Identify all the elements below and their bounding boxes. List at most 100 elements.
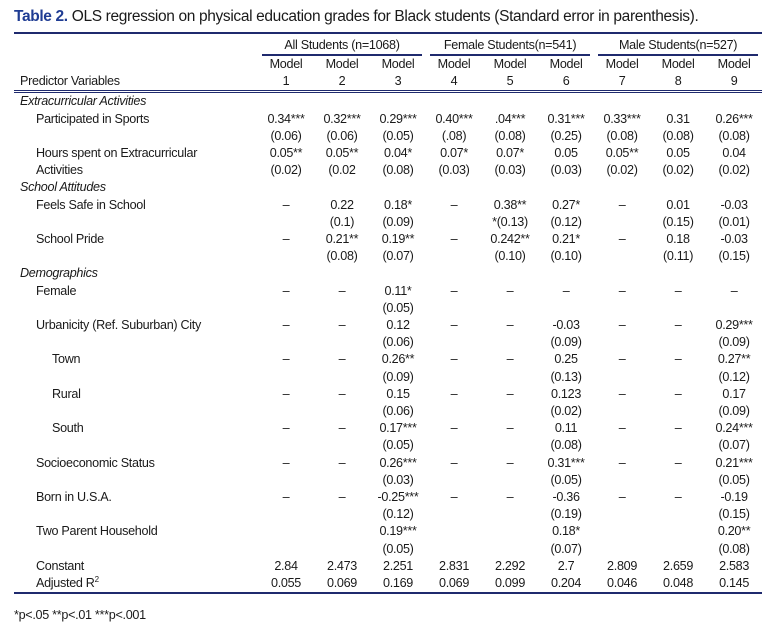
- cell-model-1: –: [282, 386, 290, 401]
- cell-model-1: [258, 472, 314, 489]
- cell-model-1: [258, 541, 314, 558]
- cell-model-3: (0.05): [382, 128, 414, 143]
- table-title: Table 2. OLS regression on physical educ…: [14, 8, 699, 26]
- row-label: [14, 128, 258, 145]
- cell-model-6: (0.02): [550, 404, 582, 419]
- cell-model-5: [482, 403, 538, 420]
- cell-model-2: 0.22: [330, 197, 354, 212]
- model-word: Model: [381, 57, 415, 71]
- section-label: Extracurricular Activities: [20, 94, 147, 109]
- cell-model-3: 0.11*: [384, 283, 412, 298]
- cell-model-1: –: [282, 421, 290, 436]
- cell-model-7: [594, 437, 650, 454]
- cell-model-7: –: [618, 352, 626, 367]
- cell-model-8: (0.15): [662, 214, 694, 229]
- cell-model-8: 0.01: [666, 197, 690, 212]
- cell-model-4: [426, 214, 482, 231]
- cell-model-2: 0.32***: [323, 111, 361, 126]
- row-label-text: Constant: [36, 558, 85, 573]
- cell-model-5: –: [506, 490, 514, 505]
- table-row: School Pride – 0.21** 0.19** – 0.242** 0.21* – 0…: [14, 231, 762, 248]
- cell-model-9: -0.19: [720, 490, 748, 505]
- cell-model-6: (0.25): [550, 128, 582, 143]
- row-label-text: Female: [36, 283, 77, 298]
- regression-table: All Students (n=1068) Female Students(n=…: [14, 36, 763, 594]
- cell-model-4: 0.069: [439, 576, 470, 591]
- row-label: [14, 369, 258, 386]
- cell-model-8: –: [674, 455, 682, 470]
- cell-model-3: (0.03): [382, 472, 414, 487]
- row-label: Adjusted R2: [14, 575, 258, 593]
- cell-model-7: (0.08): [606, 128, 638, 143]
- cell-model-1: –: [282, 490, 290, 505]
- cell-model-7: 2.809: [607, 558, 638, 573]
- cell-model-1: –: [282, 455, 290, 470]
- cell-model-7: [594, 248, 650, 265]
- cell-model-6: 0.11: [554, 421, 578, 436]
- cell-model-9: (0.15): [718, 249, 750, 264]
- cell-model-7: (0.02): [606, 163, 638, 178]
- cell-model-5: [482, 369, 538, 386]
- cell-model-2: [314, 472, 370, 489]
- cell-model-9: 0.04: [722, 146, 746, 161]
- cell-model-2: –: [338, 386, 346, 401]
- row-label-text: Adjusted R: [36, 576, 95, 591]
- row-label: [14, 506, 258, 523]
- cell-model-5: –: [506, 318, 514, 333]
- cell-model-7: –: [618, 490, 626, 505]
- cell-model-2: –: [338, 318, 346, 333]
- cell-model-4: –: [450, 421, 458, 436]
- cell-model-5: [482, 541, 538, 558]
- table-row: (0.06) (0.09) (0.09): [14, 334, 762, 351]
- footnote: *p<.05 **p<.01 ***p<.001: [14, 608, 146, 622]
- row-label: [14, 403, 258, 420]
- row-label-text: Rural: [52, 386, 81, 401]
- cell-model-7: –: [618, 421, 626, 436]
- cell-model-6: 0.123: [551, 386, 582, 401]
- row-label: [14, 334, 258, 351]
- cell-model-5: .04***: [494, 111, 526, 126]
- section-row: Extracurricular Activities: [14, 92, 762, 111]
- section-row: School Attitudes: [14, 179, 762, 196]
- cell-model-7: [594, 472, 650, 489]
- cell-model-1: [258, 334, 314, 351]
- cell-model-6: 0.18*: [552, 524, 580, 539]
- cell-model-8: (0.11): [662, 249, 694, 264]
- row-label-text: Urbanicity (Ref. Suburban) City: [36, 318, 201, 333]
- row-label: Urbanicity (Ref. Suburban) City: [14, 317, 258, 334]
- cell-model-4: (.08): [441, 128, 467, 143]
- cell-model-3: 0.19***: [379, 524, 417, 539]
- row-label-text: Participated in Sports: [36, 111, 150, 126]
- cell-model-9: (0.15): [718, 507, 750, 522]
- table-row: Town – – 0.26** – – 0.25 – – 0.27**: [14, 351, 762, 368]
- cell-model-5: (0.03): [494, 163, 526, 178]
- row-label: Constant: [14, 558, 258, 575]
- cell-model-1: [258, 300, 314, 317]
- cell-model-9: 2.583: [719, 558, 750, 573]
- cell-model-7: [594, 334, 650, 351]
- cell-model-8: 0.048: [663, 576, 694, 591]
- table-row: Female – – 0.11* – – – – – –: [14, 283, 762, 300]
- cell-model-5: 0.242**: [490, 232, 530, 247]
- cell-model-2: (0.1): [329, 214, 355, 229]
- cell-model-3: 0.19**: [381, 232, 415, 247]
- table-row: Urbanicity (Ref. Suburban) City – – 0.12 – – -…: [14, 317, 762, 334]
- row-label: [14, 248, 258, 265]
- cell-model-4: –: [450, 197, 458, 212]
- row-label-text: Two Parent Household: [36, 524, 158, 539]
- cell-model-2: –: [338, 421, 346, 436]
- table-row: (0.09) (0.13) (0.12): [14, 369, 762, 386]
- cell-model-9: (0.12): [718, 369, 750, 384]
- cell-model-4: [426, 472, 482, 489]
- cell-model-5: 0.099: [495, 576, 526, 591]
- cell-model-4: –: [450, 455, 458, 470]
- model-number: 2: [338, 74, 346, 89]
- row-label: Participated in Sports: [14, 111, 258, 128]
- cell-model-4: –: [450, 352, 458, 367]
- cell-model-3: 2.251: [383, 558, 414, 573]
- cell-model-8: –: [674, 386, 682, 401]
- cell-model-6: 0.204: [551, 576, 582, 591]
- cell-model-7: [594, 403, 650, 420]
- cell-model-3: 0.12: [386, 318, 410, 333]
- table-row: Born in U.S.A. – – -0.25*** – – -0.36 – – -0.19: [14, 489, 762, 506]
